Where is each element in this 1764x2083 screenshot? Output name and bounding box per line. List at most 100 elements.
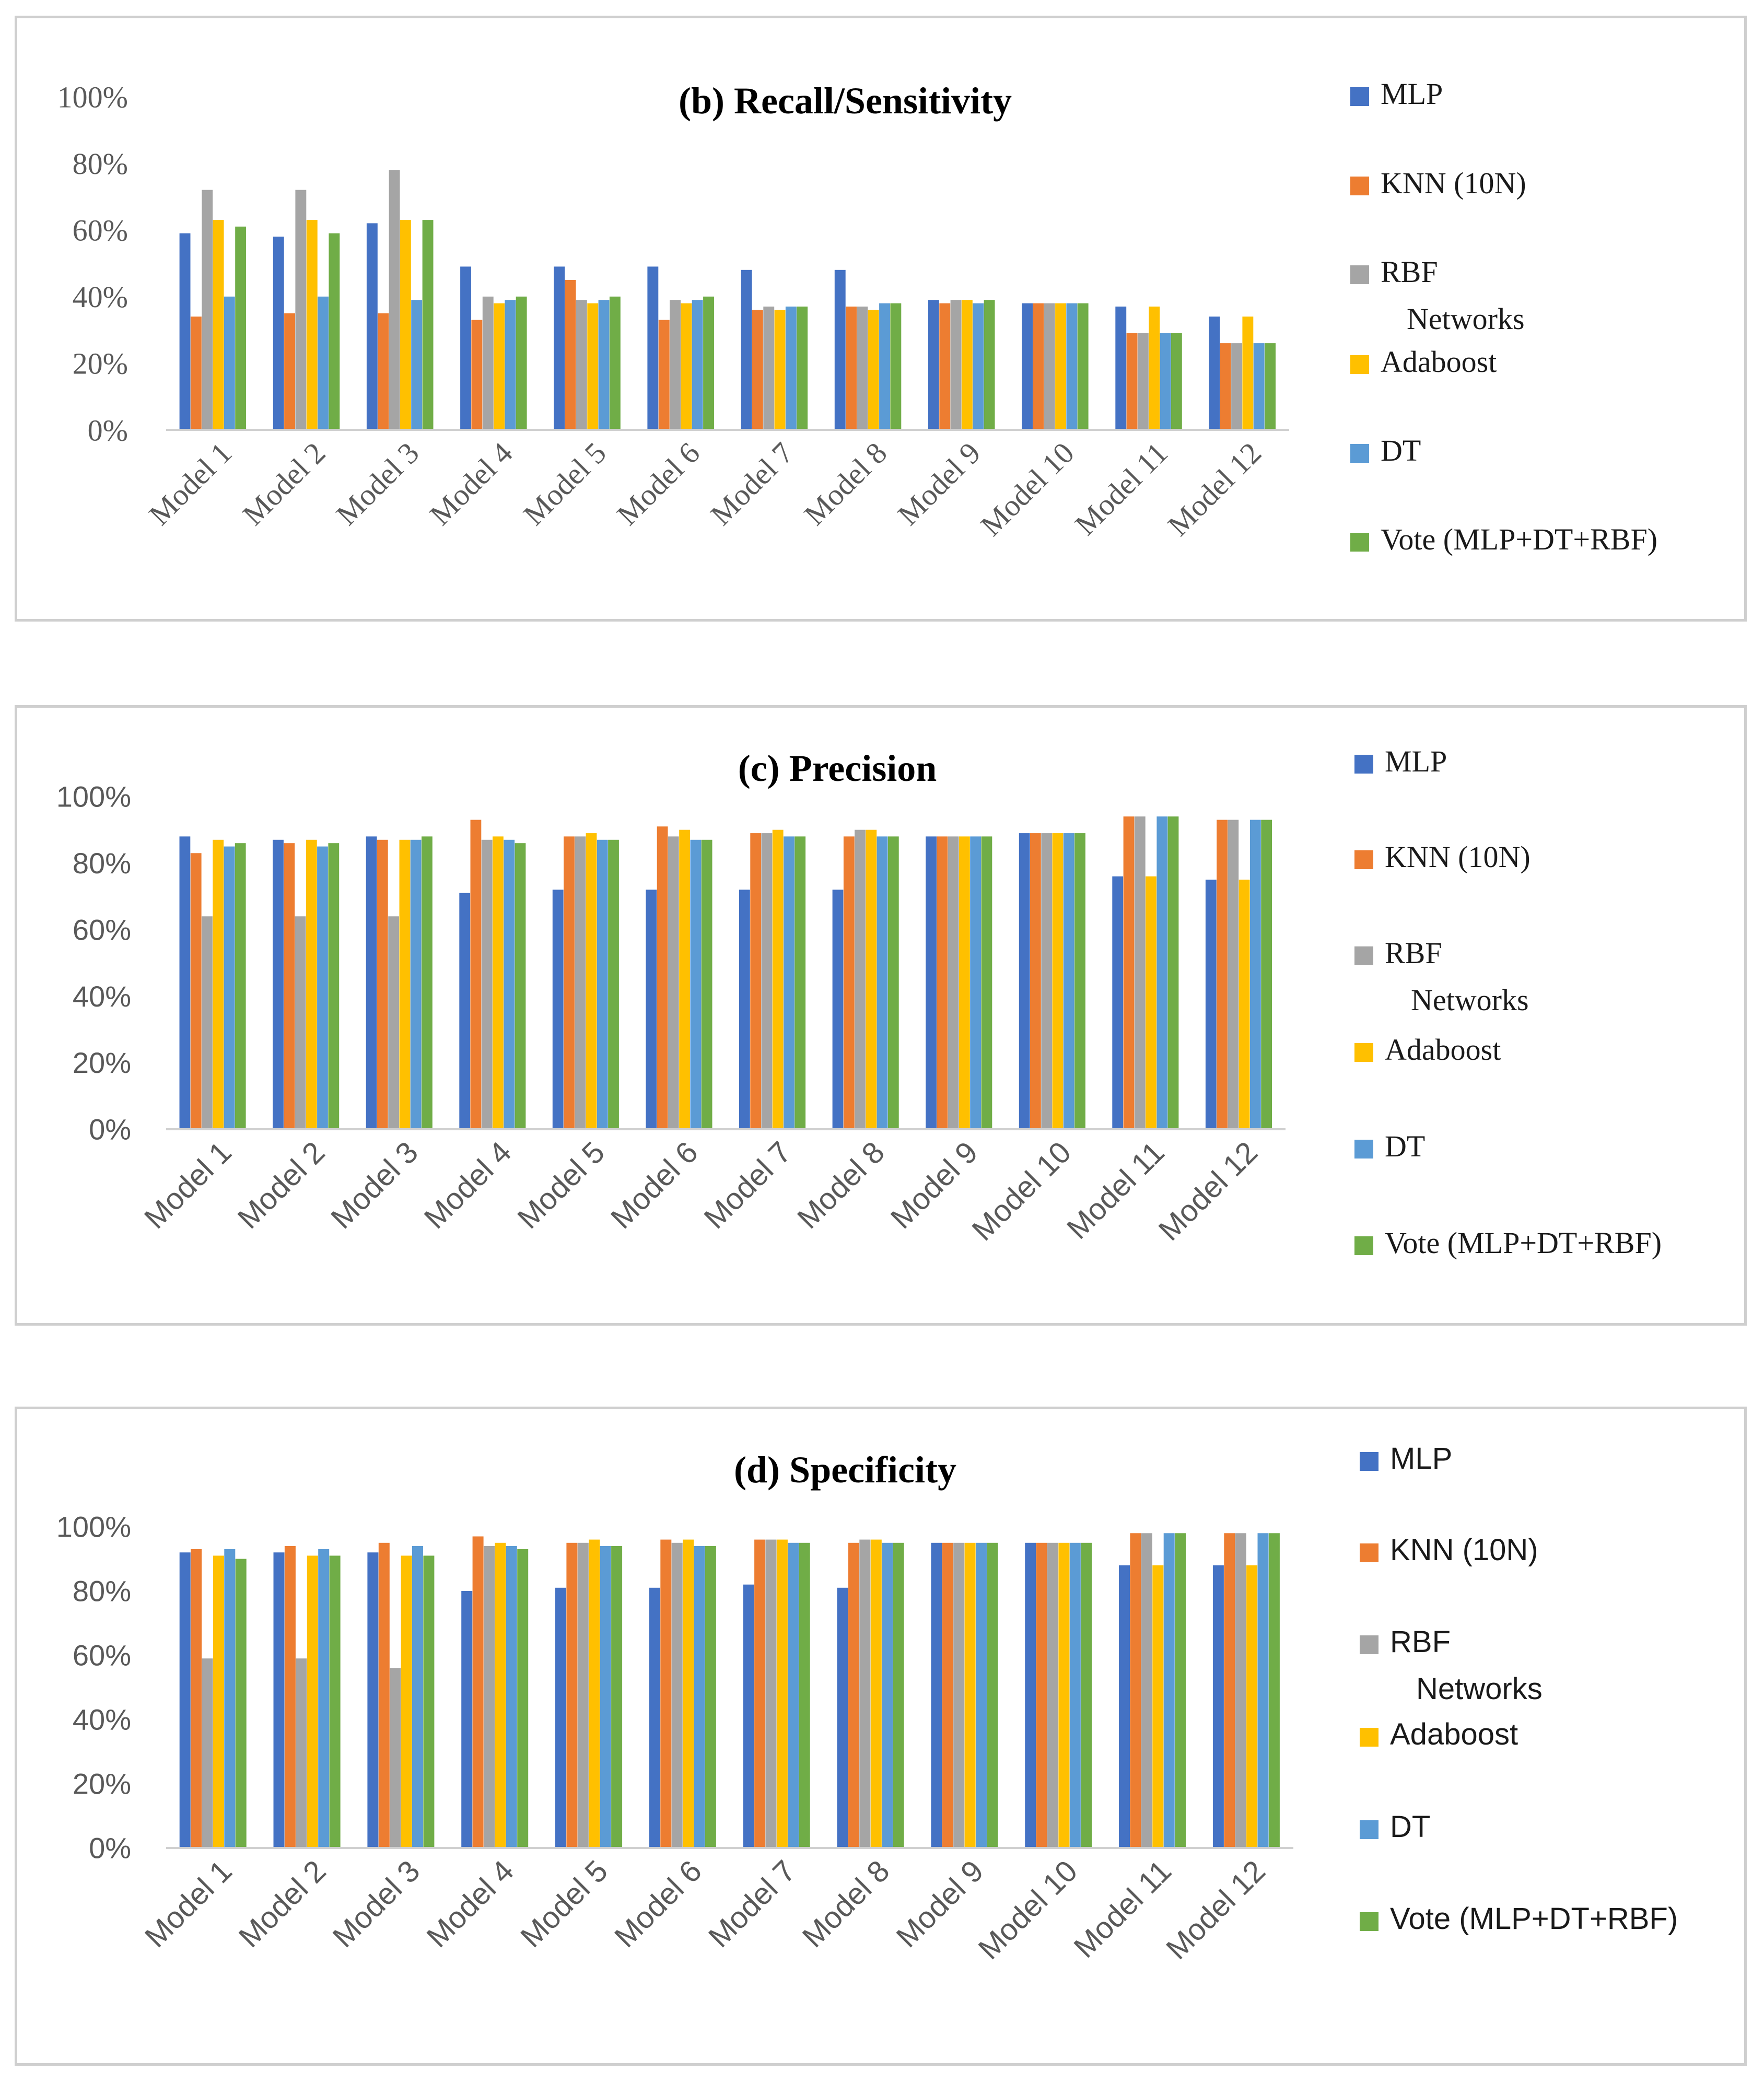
legend-label-vote-mlp-dt-rbf: Vote (MLP+DT+RBF) — [1390, 1902, 1678, 1936]
bar-adaboost-model-10 — [1058, 1542, 1070, 1848]
bar-mlp-model-11 — [1112, 876, 1124, 1129]
precision-chart-panel: (c) Precision 0% 20% 40% 60% 80% 100% Model 1 Mo… — [15, 705, 1747, 1326]
bar-mlp-model-4 — [459, 893, 471, 1129]
bar-adaboost-model-9 — [961, 300, 973, 430]
bar-mlp-model-3 — [367, 1552, 379, 1848]
bar-knn-10n-model-5 — [564, 836, 575, 1129]
bar-rbf-networks-model-4 — [482, 296, 494, 430]
bar-knn-10n-model-8 — [848, 1542, 859, 1848]
bar-rbf-networks-model-11 — [1137, 333, 1149, 430]
y-tick-label: 0% — [88, 413, 128, 447]
bar-adaboost-model-7 — [776, 1539, 788, 1848]
bar-vote-mlp-dt-rbf-model-4 — [517, 1549, 529, 1848]
legend-label-adaboost: Adaboost — [1390, 1717, 1518, 1751]
bar-mlp-model-3 — [366, 223, 378, 430]
bar-adaboost-model-9 — [964, 1542, 976, 1848]
bar-vote-mlp-dt-rbf-model-12 — [1268, 1533, 1280, 1848]
bar-adaboost-model-8 — [870, 1539, 882, 1848]
bar-mlp-model-8 — [837, 1587, 848, 1848]
bar-knn-10n-model-1 — [190, 853, 202, 1129]
bar-dt-model-7 — [784, 836, 795, 1129]
bar-vote-mlp-dt-rbf-model-5 — [608, 839, 619, 1129]
legend-swatch-dt — [1354, 1140, 1373, 1158]
bar-vote-mlp-dt-rbf-model-9 — [984, 300, 995, 430]
bar-knn-10n-model-1 — [190, 317, 202, 430]
bar-dt-model-6 — [692, 300, 703, 430]
x-tick-label: Model 11 — [1068, 436, 1174, 542]
bar-vote-mlp-dt-rbf-model-2 — [328, 843, 340, 1129]
bar-vote-mlp-dt-rbf-model-3 — [422, 220, 434, 430]
x-tick-label: Model 10 — [974, 436, 1080, 542]
bar-vote-mlp-dt-rbf-model-1 — [235, 843, 246, 1129]
bar-vote-mlp-dt-rbf-model-2 — [329, 233, 340, 430]
bar-vote-mlp-dt-rbf-model-6 — [705, 1546, 716, 1848]
bar-adaboost-model-2 — [307, 1555, 318, 1848]
bar-mlp-model-11 — [1119, 1565, 1130, 1848]
bar-mlp-model-7 — [741, 270, 752, 430]
legend-swatch-knn-10n — [1360, 1543, 1379, 1562]
x-tick-label: Model 8 — [796, 1854, 896, 1954]
bar-rbf-networks-model-6 — [670, 300, 681, 430]
bar-dt-model-4 — [505, 300, 516, 430]
y-tick-label: 60% — [73, 1639, 131, 1672]
bar-knn-10n-model-5 — [566, 1542, 578, 1848]
bar-rbf-networks-model-2 — [295, 916, 306, 1129]
bar-rbf-networks-model-5 — [576, 300, 587, 430]
bar-adaboost-model-3 — [400, 220, 411, 430]
legend-label-rbf-networks: RBF Networks — [1381, 255, 1525, 336]
bar-dt-model-7 — [785, 306, 797, 430]
bar-rbf-networks-model-3 — [388, 916, 399, 1129]
bar-knn-10n-model-1 — [191, 1549, 202, 1848]
bar-vote-mlp-dt-rbf-model-11 — [1167, 816, 1179, 1129]
legend-swatch-vote-mlp-dt-rbf — [1360, 1912, 1379, 1931]
x-tick-label: Model 11 — [1060, 1135, 1171, 1246]
bar-mlp-model-1 — [179, 836, 191, 1129]
bar-dt-model-11 — [1156, 816, 1168, 1129]
bar-vote-mlp-dt-rbf-model-5 — [609, 296, 621, 430]
bar-dt-model-9 — [976, 1542, 987, 1848]
x-tick-label: Model 6 — [608, 1854, 708, 1954]
bar-adaboost-model-11 — [1146, 876, 1156, 1129]
chart-title: (b) Recall/Sensitivity — [679, 80, 1012, 122]
bar-knn-10n-model-3 — [378, 1542, 390, 1848]
bar-rbf-networks-model-7 — [763, 306, 775, 430]
bar-dt-model-12 — [1257, 1533, 1269, 1848]
bar-dt-model-10 — [1069, 1542, 1081, 1848]
bar-rbf-networks-model-12 — [1231, 343, 1242, 430]
specificity-chart-panel: (d) Specificity 0% 20% 40% 60% 80% 100% Model 1… — [15, 1407, 1747, 2066]
bar-knn-10n-model-12 — [1217, 820, 1228, 1129]
y-tick-label: 40% — [73, 1703, 131, 1736]
bar-mlp-model-4 — [461, 1591, 473, 1848]
bar-rbf-networks-model-6 — [668, 836, 679, 1129]
bar-mlp-model-10 — [1019, 833, 1030, 1129]
bar-knn-10n-model-9 — [939, 303, 951, 430]
bar-dt-model-5 — [598, 300, 610, 430]
bar-vote-mlp-dt-rbf-model-12 — [1261, 820, 1272, 1129]
x-tick-label: Model 2 — [232, 1854, 333, 1954]
bar-vote-mlp-dt-rbf-model-3 — [423, 1555, 435, 1848]
bar-dt-model-6 — [690, 839, 702, 1129]
legend-swatch-mlp — [1350, 87, 1369, 106]
bar-knn-10n-model-4 — [471, 320, 483, 430]
x-tick-label: Model 10 — [972, 1854, 1084, 1966]
legend-swatch-rbf-networks — [1354, 946, 1373, 965]
bar-dt-model-5 — [600, 1546, 611, 1848]
bar-adaboost-model-6 — [681, 303, 692, 430]
bar-vote-mlp-dt-rbf-model-5 — [611, 1546, 623, 1848]
legend-label-knn-10n: KNN (10N) — [1385, 840, 1531, 874]
bar-mlp-model-1 — [179, 1552, 191, 1848]
bar-adaboost-model-12 — [1246, 1565, 1258, 1848]
bar-mlp-model-7 — [739, 890, 750, 1129]
x-tick-label: Model 1 — [138, 1854, 239, 1954]
x-tick-label: Model 12 — [1152, 1135, 1265, 1247]
x-tick-label: Model 4 — [418, 1135, 518, 1235]
bar-adaboost-model-7 — [772, 829, 784, 1129]
bar-rbf-networks-model-1 — [202, 190, 213, 430]
legend-label-rbf-networks: RBF Networks — [1390, 1625, 1543, 1706]
bar-vote-mlp-dt-rbf-model-4 — [516, 296, 527, 430]
bar-adaboost-model-7 — [774, 310, 786, 430]
y-tick-label: 80% — [73, 847, 131, 880]
bar-knn-10n-model-8 — [843, 836, 855, 1129]
legend-swatch-vote-mlp-dt-rbf — [1354, 1236, 1373, 1255]
bar-mlp-model-1 — [179, 233, 191, 430]
